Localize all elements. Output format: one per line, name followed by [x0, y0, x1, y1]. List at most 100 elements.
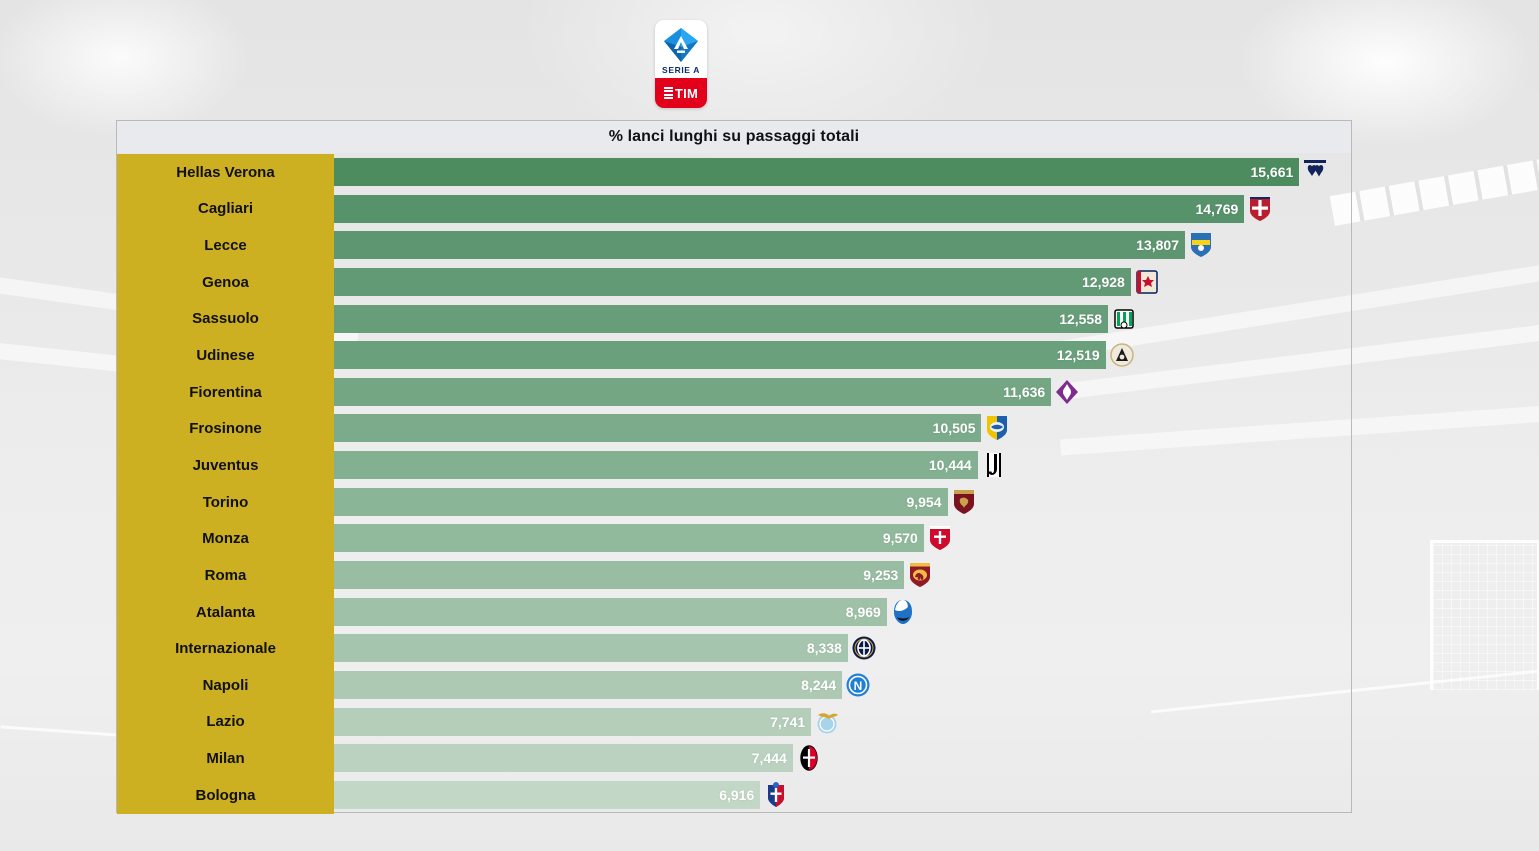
table-row: Cagliari 14,769 [117, 190, 1351, 228]
bar[interactable]: 10,444 [334, 451, 1001, 480]
bar[interactable]: 15,661 [334, 158, 1327, 186]
team-label-cell: Atalanta [117, 593, 334, 631]
stadium-roof [1329, 144, 1539, 226]
bar[interactable]: 11,636 [334, 377, 1079, 406]
table-row: Frosinone 10,505 [117, 410, 1351, 448]
team-name: Sassuolo [192, 310, 259, 328]
team-name: Internazionale [175, 640, 276, 658]
goal-net [1430, 540, 1539, 690]
team-label-cell: Roma [117, 557, 334, 594]
bar-track: 11,636 [334, 374, 1351, 411]
table-row: Fiorentina 11,636 [117, 373, 1351, 411]
table-row: Internazionale 8,338 [117, 630, 1351, 667]
team-label-cell: Milan [117, 740, 334, 777]
team-name: Torino [202, 493, 249, 511]
team-name: Milan [206, 750, 245, 768]
svg-text:N: N [854, 679, 863, 693]
team-name: Fiorentina [189, 383, 262, 401]
bar-track: 10,505 [334, 410, 1351, 447]
udinese-crest [1109, 342, 1134, 368]
team-label-cell: Frosinone [117, 410, 334, 448]
hellas-verona-crest [1303, 159, 1327, 185]
team-name: Roma [204, 566, 247, 584]
bar-track: 12,558 [334, 301, 1351, 338]
bar-value-label: 9,570 [882, 530, 918, 547]
table-row: Bologna 6,916 [117, 776, 1351, 814]
team-name: Juventus [192, 456, 259, 474]
bologna-crest [764, 781, 788, 808]
chart-header: % lanci lunghi su passaggi totali [117, 121, 1351, 153]
chart-title: % lanci lunghi su passaggi totali [608, 128, 860, 145]
bar[interactable]: 7,444 [334, 744, 818, 773]
table-row: Lazio 7,741 [117, 703, 1351, 741]
bar-value-label: 8,244 [801, 676, 837, 693]
bar[interactable]: 9,253 [334, 561, 931, 590]
bar-track: 12,519 [334, 337, 1351, 374]
team-label-cell: Udinese [117, 337, 334, 374]
inter-crest [852, 635, 876, 661]
team-label-cell: Juventus [117, 447, 334, 484]
table-row: Roma 9,253 [117, 557, 1351, 594]
bar-track: 15,661 [334, 154, 1351, 191]
bar[interactable]: 8,969 [334, 597, 912, 626]
tim-sponsor-bar: TIM [655, 78, 707, 108]
team-label-cell: Lecce [117, 227, 334, 264]
team-label-cell: Internazionale [117, 630, 334, 667]
bar[interactable]: 9,570 [334, 524, 950, 553]
team-label-cell: Monza [117, 520, 334, 558]
team-name: Genoa [202, 273, 249, 291]
bar-value-label: 8,338 [806, 640, 842, 657]
bar[interactable]: 9,954 [334, 487, 974, 516]
bar[interactable]: 6,916 [334, 780, 785, 809]
bar-track: 7,444 [334, 740, 1351, 777]
team-name: Atalanta [195, 603, 256, 621]
team-label-cell: Napoli [117, 666, 334, 704]
bar-value-label: 7,741 [770, 713, 806, 730]
bar[interactable]: 13,807 [334, 231, 1211, 260]
team-name: Hellas Verona [176, 163, 275, 181]
bar-track: 8,244 N [334, 667, 1351, 704]
bar-track: 6,916 [334, 777, 1351, 814]
table-row: Monza 9,570 [117, 520, 1351, 558]
team-name: Monza [202, 530, 249, 548]
bar-value-label: 7,444 [751, 750, 787, 767]
team-name: Lecce [204, 237, 247, 255]
bar-value-label: 12,928 [1082, 273, 1125, 290]
table-row: Sassuolo 12,558 [117, 300, 1351, 338]
cagliari-crest [1248, 196, 1272, 222]
team-label-cell: Hellas Verona [117, 154, 334, 191]
torino-crest [952, 489, 976, 515]
roma-crest [908, 562, 932, 588]
team-name: Udinese [196, 347, 255, 365]
fiorentina-crest [1055, 379, 1079, 405]
bar[interactable]: 8,338 [334, 634, 876, 663]
bar[interactable]: 12,928 [334, 267, 1158, 296]
table-row: Hellas Verona 15,661 [117, 154, 1351, 191]
table-row: Napoli 8,244 N [117, 666, 1351, 704]
bar-value-label: 12,558 [1059, 310, 1103, 327]
table-row: Udinese 12,519 [117, 337, 1351, 374]
table-row: Lecce 13,807 [117, 227, 1351, 264]
bar[interactable]: 8,244 N [334, 670, 870, 699]
bar[interactable]: 12,519 [334, 341, 1134, 370]
bar-track: 7,741 [334, 704, 1351, 741]
bar-track: 9,253 [334, 557, 1351, 594]
team-label-cell: Torino [117, 483, 334, 521]
atalanta-crest [891, 599, 915, 625]
bar-value-label: 6,916 [719, 786, 755, 803]
sassuolo-crest [1112, 306, 1136, 332]
bar-value-label: 9,253 [863, 567, 899, 584]
table-row: Torino 9,954 [117, 483, 1351, 521]
bar[interactable]: 10,505 [334, 414, 1008, 443]
frosinone-crest [985, 415, 1009, 441]
bar-value-label: 15,661 [1250, 164, 1294, 180]
serie-a-mark-icon [662, 27, 700, 63]
genoa-crest [1135, 269, 1159, 295]
team-label-cell: Lazio [117, 703, 334, 741]
table-row: Atalanta 8,969 [117, 593, 1351, 631]
bar[interactable]: 14,769 [334, 194, 1271, 223]
bar[interactable]: 7,741 [334, 707, 839, 736]
bar[interactable]: 12,558 [334, 304, 1134, 333]
team-label-cell: Genoa [117, 263, 334, 301]
table-row: Milan 7,444 [117, 740, 1351, 777]
